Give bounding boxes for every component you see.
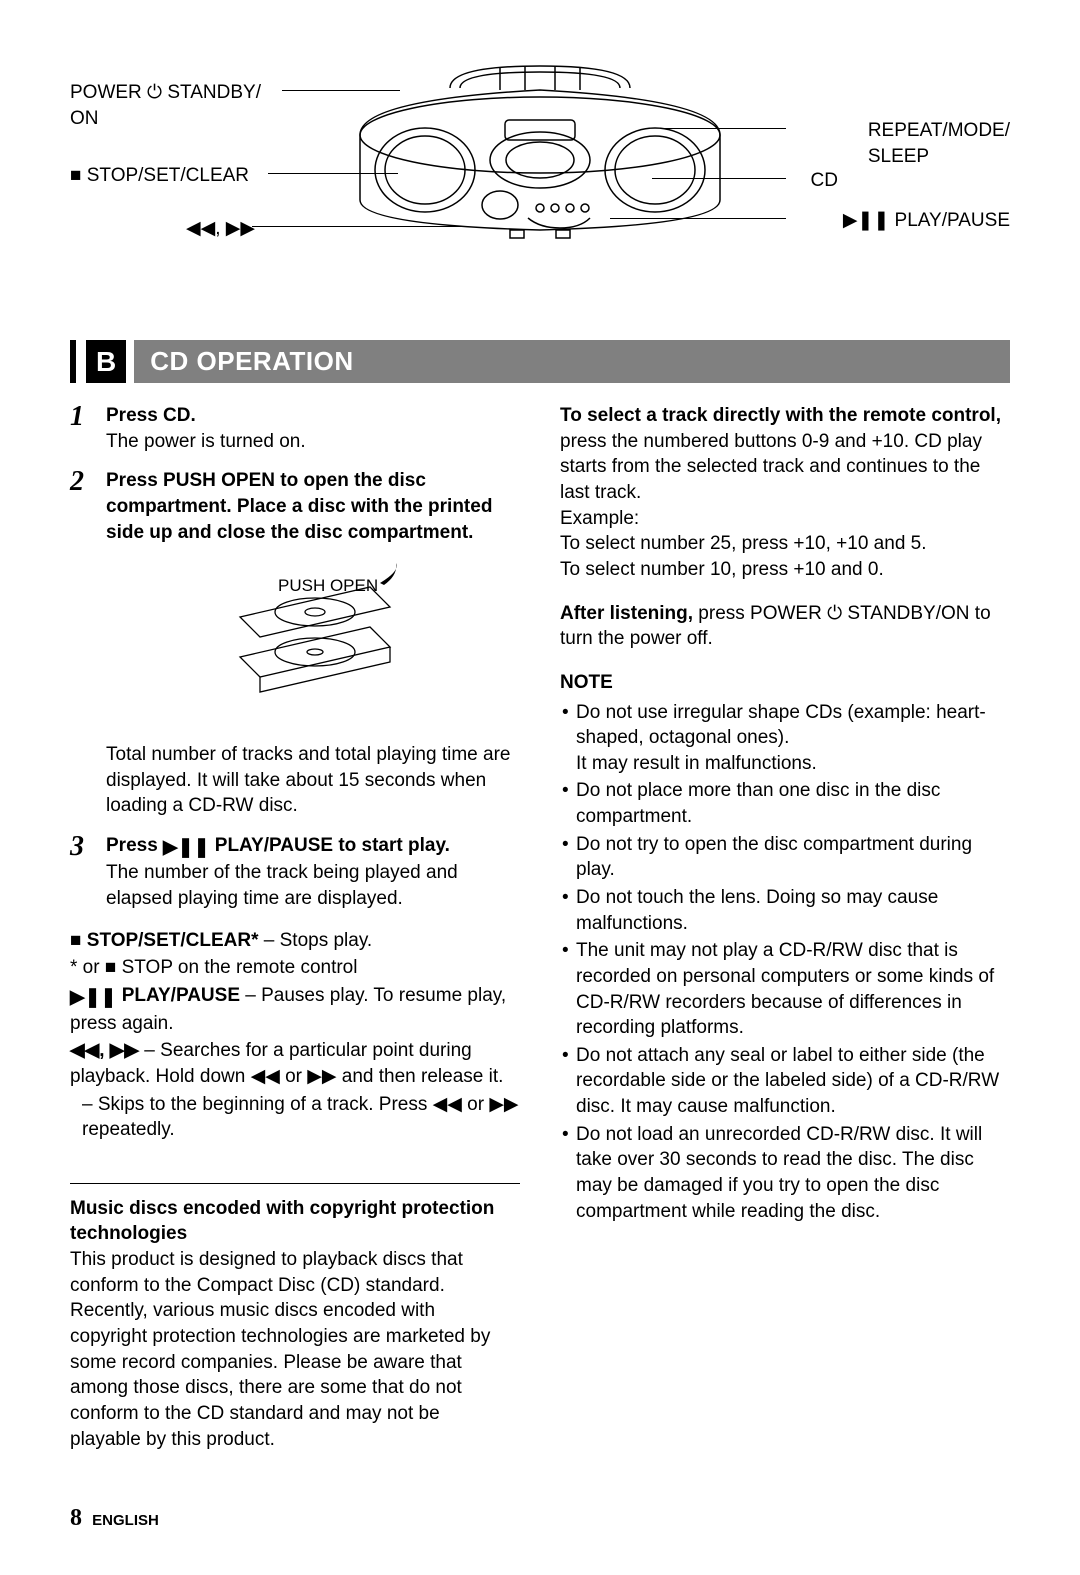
step-number: 1 xyxy=(70,403,106,454)
section-title: CD OPERATION xyxy=(134,340,1010,383)
step3-pre: Press xyxy=(106,835,163,856)
step2-head: Press PUSH OPEN to open the disc compart… xyxy=(106,470,492,542)
callout-play: ▶❚❚ PLAY/PAUSE xyxy=(843,208,1010,234)
note-item: Do not load an unrecorded CD-R/RW disc. … xyxy=(560,1122,1010,1225)
skip-desc: – Skips to the beginning of a track. Pre… xyxy=(70,1092,520,1143)
note-item: Do not attach any seal or label to eithe… xyxy=(560,1043,1010,1120)
page-footer: 8 ENGLISH xyxy=(70,1502,1010,1534)
push-open-label: PUSH OPEN xyxy=(278,575,638,598)
section-header: B CD OPERATION xyxy=(70,340,1010,383)
controls-block: ■ STOP/SET/CLEAR* – Stops play. * or ■ S… xyxy=(70,928,520,1143)
page-number: 8 xyxy=(70,1505,82,1531)
stop-icon: ■ xyxy=(70,930,87,951)
note-item: Do not try to open the disc compartment … xyxy=(560,832,1010,883)
note-item: The unit may not play a CD-R/RW disc tha… xyxy=(560,938,1010,1041)
page-language: ENGLISH xyxy=(92,1512,159,1529)
note-list: Do not use irregular shape CDs (example:… xyxy=(560,700,1010,1225)
play-pause-icon: ▶❚❚ xyxy=(70,985,116,1011)
callout-stop: ■ STOP/SET/CLEAR xyxy=(70,163,249,189)
right-column: To select a track directly with the remo… xyxy=(560,403,1010,1452)
device-diagram: POWER ⏻ STANDBY/ON ■ STOP/SET/CLEAR ◀◀, … xyxy=(70,60,1010,300)
section-letter: B xyxy=(86,340,126,383)
step2-after: Total number of tracks and total playing… xyxy=(106,742,520,819)
step-number: 2 xyxy=(70,468,106,818)
note-item: Do not use irregular shape CDs (example:… xyxy=(560,700,1010,777)
seek-label: ◀◀, ▶▶ xyxy=(70,1040,139,1061)
copyright-block: Music discs encoded with copyright prote… xyxy=(70,1196,510,1452)
stop-label: STOP/SET/CLEAR* xyxy=(87,930,259,951)
copyright-head: Music discs encoded with copyright prote… xyxy=(70,1196,510,1247)
copyright-p2: Recently, various music discs encoded wi… xyxy=(70,1298,510,1452)
divider xyxy=(70,1183,520,1184)
remote-body: press the numbered buttons 0-9 and +10. … xyxy=(560,431,982,503)
example-label: Example: xyxy=(560,506,1010,532)
callout-repeat: REPEAT/MODE/SLEEP xyxy=(868,118,1010,169)
after-head: After listening, xyxy=(560,603,693,624)
stop-footnote: * or ■ STOP on the remote control xyxy=(70,955,520,981)
note-head: NOTE xyxy=(560,670,1010,696)
callout-seek: ◀◀, ▶▶ xyxy=(186,216,255,242)
note-item: Do not place more than one disc in the d… xyxy=(560,778,1010,829)
step1-sub: The power is turned on. xyxy=(106,431,306,452)
copyright-p1: This product is designed to playback dis… xyxy=(70,1247,510,1298)
play-pause-icon: ▶❚❚ xyxy=(163,835,209,861)
left-column: 1 Press CD. The power is turned on. 2 Pr… xyxy=(70,403,520,1452)
step1-head: Press CD. xyxy=(106,405,196,426)
step-number: 3 xyxy=(70,833,106,912)
remote-head: To select a track directly with the remo… xyxy=(560,405,1001,426)
step3-post: PLAY/PAUSE to start play. xyxy=(210,835,450,856)
callout-cd: CD xyxy=(811,168,838,194)
disc-compartment-diagram: PUSH OPEN xyxy=(160,557,520,748)
note-item: Do not touch the lens. Doing so may caus… xyxy=(560,885,1010,936)
callout-power: POWER ⏻ STANDBY/ON xyxy=(70,80,261,131)
stop-desc: – Stops play. xyxy=(259,930,373,951)
step3-sub: The number of the track being played and… xyxy=(106,862,458,909)
example1: To select number 25, press +10, +10 and … xyxy=(560,531,1010,557)
play-label: PLAY/PAUSE xyxy=(116,985,240,1006)
